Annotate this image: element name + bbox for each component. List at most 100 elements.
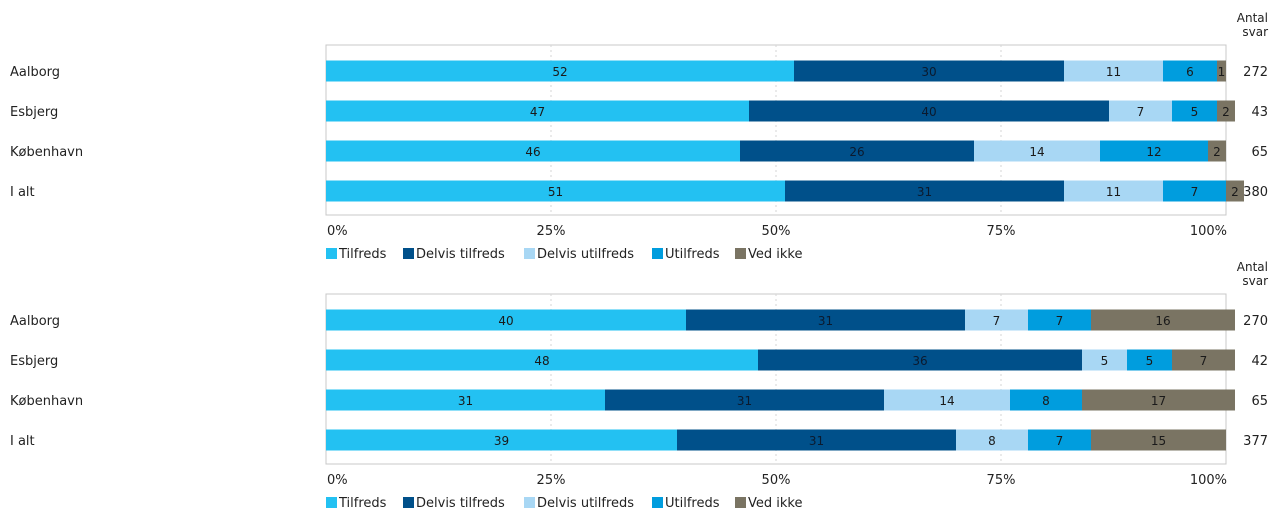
bar-segment <box>1217 60 1226 82</box>
bar-segment <box>1028 309 1091 331</box>
data-label: 5 <box>1146 354 1154 368</box>
data-label: 8 <box>988 434 996 448</box>
tick-label: 75% <box>987 473 1016 488</box>
legend-label: Delvis tilfreds <box>416 247 505 262</box>
category-label: København <box>10 145 83 160</box>
count-value: 65 <box>1251 145 1268 160</box>
data-label: 11 <box>1106 185 1121 199</box>
data-label: 30 <box>921 65 936 79</box>
data-label: 7 <box>1056 314 1064 328</box>
count-value: 65 <box>1251 394 1268 409</box>
tick-label: 50% <box>762 224 791 239</box>
data-label: 31 <box>809 434 824 448</box>
legend-label: Ved ikke <box>748 247 802 262</box>
data-label: 36 <box>912 354 927 368</box>
data-label: 52 <box>552 65 567 79</box>
bar-segment <box>326 180 785 202</box>
bar-segment <box>1028 429 1091 451</box>
bar-segment <box>794 60 1064 82</box>
data-label: 31 <box>737 394 752 408</box>
data-label: 7 <box>1137 105 1145 119</box>
legend-swatch <box>652 248 663 259</box>
bar-segment <box>326 429 677 451</box>
bar-segment <box>1010 389 1082 411</box>
tick-label: 25% <box>537 224 566 239</box>
category-label: Esbjerg <box>10 105 58 120</box>
bar-segment <box>1163 180 1226 202</box>
data-label: 51 <box>548 185 563 199</box>
legend-swatch <box>326 497 337 508</box>
counts-header: Antal svar <box>1237 11 1268 39</box>
data-label: 7 <box>1056 434 1064 448</box>
bar-segment <box>1109 100 1172 122</box>
tick-label: 0% <box>327 224 348 239</box>
bar-segment <box>1064 180 1163 202</box>
bar-segment <box>605 389 884 411</box>
category-label: Aalborg <box>10 65 60 80</box>
bar-segment <box>1082 389 1235 411</box>
tick-label: 0% <box>327 473 348 488</box>
data-label: 17 <box>1151 394 1166 408</box>
category-label: København <box>10 394 83 409</box>
legend-label: Utilfreds <box>665 247 720 262</box>
data-label: 40 <box>498 314 513 328</box>
legend-label: Delvis utilfreds <box>537 247 634 262</box>
bar-segment <box>1226 180 1244 202</box>
legend-swatch <box>403 497 414 508</box>
bar-segment <box>326 349 758 371</box>
bar-segment <box>965 309 1028 331</box>
bar-segment <box>1172 349 1235 371</box>
tick-label: 25% <box>537 473 566 488</box>
data-label: 11 <box>1106 65 1121 79</box>
count-value: 42 <box>1251 354 1268 369</box>
bar-segment <box>326 140 740 162</box>
data-label: 5 <box>1101 354 1109 368</box>
count-value: 380 <box>1243 185 1268 200</box>
legend-label: Tilfreds <box>338 496 387 509</box>
legend-label: Utilfreds <box>665 496 720 509</box>
bar-segment <box>758 349 1082 371</box>
data-label: 7 <box>993 314 1001 328</box>
category-label: I alt <box>10 185 35 200</box>
data-label: 31 <box>917 185 932 199</box>
data-label: 26 <box>849 145 864 159</box>
legend-label: Delvis tilfreds <box>416 496 505 509</box>
data-label: 1 <box>1218 65 1226 79</box>
tick-label: 100% <box>1190 473 1227 488</box>
data-label: 8 <box>1042 394 1050 408</box>
count-value: 272 <box>1243 65 1268 80</box>
bar-segment <box>1217 100 1235 122</box>
legend-swatch <box>735 497 746 508</box>
tick-label: 50% <box>762 473 791 488</box>
data-label: 5 <box>1191 105 1199 119</box>
legend-swatch <box>735 248 746 259</box>
bar-segment <box>326 309 686 331</box>
data-label: 48 <box>534 354 549 368</box>
data-label: 12 <box>1146 145 1161 159</box>
bar-segment <box>326 100 749 122</box>
bar-segment <box>326 60 794 82</box>
data-label: 6 <box>1186 65 1194 79</box>
bar-segment <box>1127 349 1172 371</box>
bar-segment <box>686 309 965 331</box>
data-label: 47 <box>530 105 545 119</box>
bar-segment <box>1100 140 1208 162</box>
count-value: 270 <box>1243 314 1268 329</box>
category-label: I alt <box>10 434 35 449</box>
counts-header: Antal svar <box>1237 260 1268 288</box>
data-label: 39 <box>494 434 509 448</box>
bar-segment <box>1163 60 1217 82</box>
legend-label: Delvis utilfreds <box>537 496 634 509</box>
legend-label: Ved ikke <box>748 496 802 509</box>
bar-segment <box>1091 429 1226 451</box>
data-label: 31 <box>458 394 473 408</box>
bar-segment <box>1064 60 1163 82</box>
tick-label: 100% <box>1190 224 1227 239</box>
legend-swatch <box>652 497 663 508</box>
legend-swatch <box>403 248 414 259</box>
bar-segment <box>326 389 605 411</box>
data-label: 14 <box>1029 145 1044 159</box>
bar-segment <box>1082 349 1127 371</box>
